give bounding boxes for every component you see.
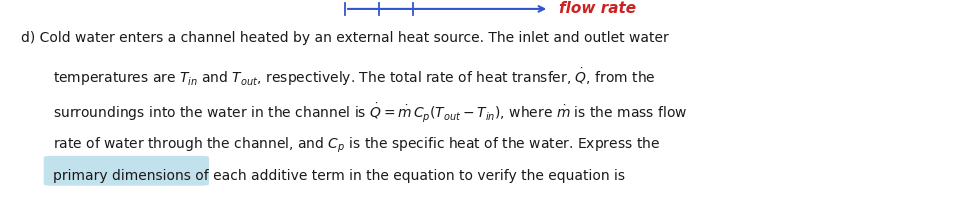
- Text: temperatures are $T_{in}$ and $T_{out}$, respectively. The total rate of heat tr: temperatures are $T_{in}$ and $T_{out}$,…: [53, 66, 656, 88]
- Text: primary dimensions of each additive term in the equation to verify the equation : primary dimensions of each additive term…: [53, 169, 625, 183]
- FancyBboxPatch shape: [44, 156, 209, 186]
- Text: rate of water through the channel, and $C_p$ is the specific heat of the water. : rate of water through the channel, and $…: [53, 136, 661, 155]
- Text: flow rate: flow rate: [559, 1, 636, 16]
- Text: surroundings into the water in the channel is $\dot{Q} = \dot{m}\,C_p(T_{out} - : surroundings into the water in the chann…: [53, 101, 688, 124]
- Text: d) Cold water enters a channel heated by an external heat source. The inlet and : d) Cold water enters a channel heated by…: [21, 31, 669, 45]
